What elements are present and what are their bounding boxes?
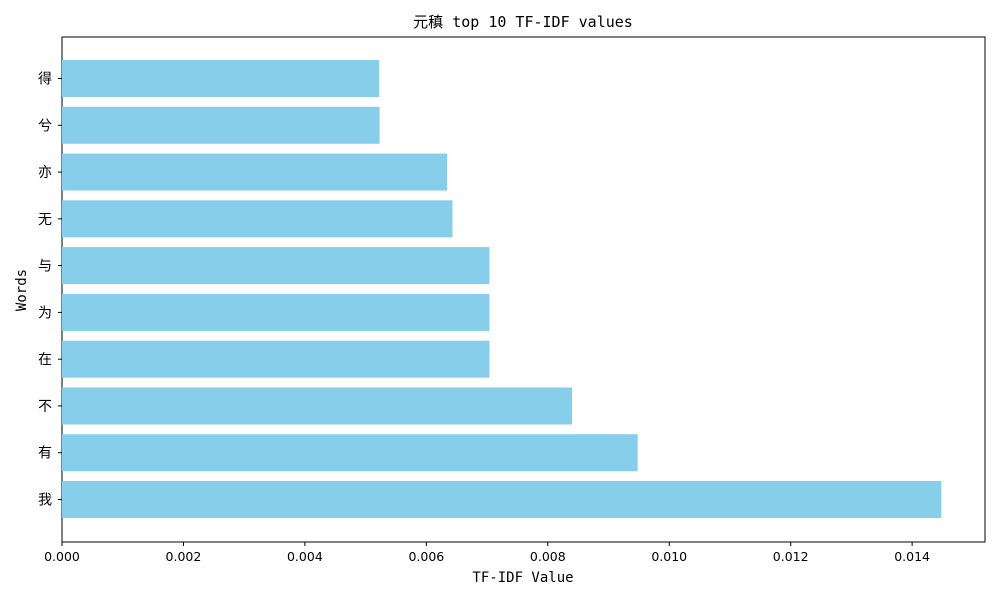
- bar-0: [62, 481, 942, 518]
- bar-2: [62, 387, 573, 425]
- x-tick-label: 0.004: [287, 549, 323, 564]
- x-tick-label: 0.002: [166, 549, 202, 564]
- bar-4: [62, 293, 490, 331]
- bar-8: [62, 106, 380, 144]
- chart-title: 元稹 top 10 TF-IDF values: [413, 13, 633, 31]
- y-tick-label: 有: [38, 446, 52, 462]
- y-tick-label: 兮: [38, 118, 52, 134]
- y-tick-label: 与: [38, 259, 52, 275]
- x-ticks-group: 0.000 0.002 0.004 0.006 0.008 0.010 0.012 0.014: [44, 542, 930, 564]
- bar-6: [62, 200, 453, 238]
- y-tick-label: 亦: [38, 165, 52, 181]
- bar-3: [62, 340, 490, 378]
- bar-1: [62, 434, 638, 472]
- x-tick-label: 0.006: [408, 549, 444, 564]
- x-tick-label: 0.000: [44, 549, 80, 564]
- y-tick-label: 无: [38, 212, 52, 228]
- y-tick-label: 我: [38, 493, 52, 509]
- x-tick-label: 0.014: [894, 549, 930, 564]
- y-tick-label: 得: [38, 71, 52, 88]
- y-tick-label: 在: [38, 352, 52, 368]
- bars-group: [62, 60, 942, 518]
- bar-5: [62, 247, 490, 285]
- x-tick-label: 0.012: [773, 549, 809, 564]
- x-tick-label: 0.008: [530, 549, 566, 564]
- x-axis-label: TF-IDF Value: [472, 570, 573, 586]
- plot-area: [61, 36, 986, 543]
- y-tick-label: 不: [38, 399, 52, 415]
- y-axis-label: Words: [14, 269, 30, 311]
- y-ticks-group: 我 有 不 在 为 与 无 亦 兮 得: [38, 71, 62, 509]
- x-tick-label: 0.010: [651, 549, 687, 564]
- y-tick-label: 为: [38, 305, 52, 321]
- bar-9: [62, 60, 379, 97]
- bar-7: [62, 153, 447, 191]
